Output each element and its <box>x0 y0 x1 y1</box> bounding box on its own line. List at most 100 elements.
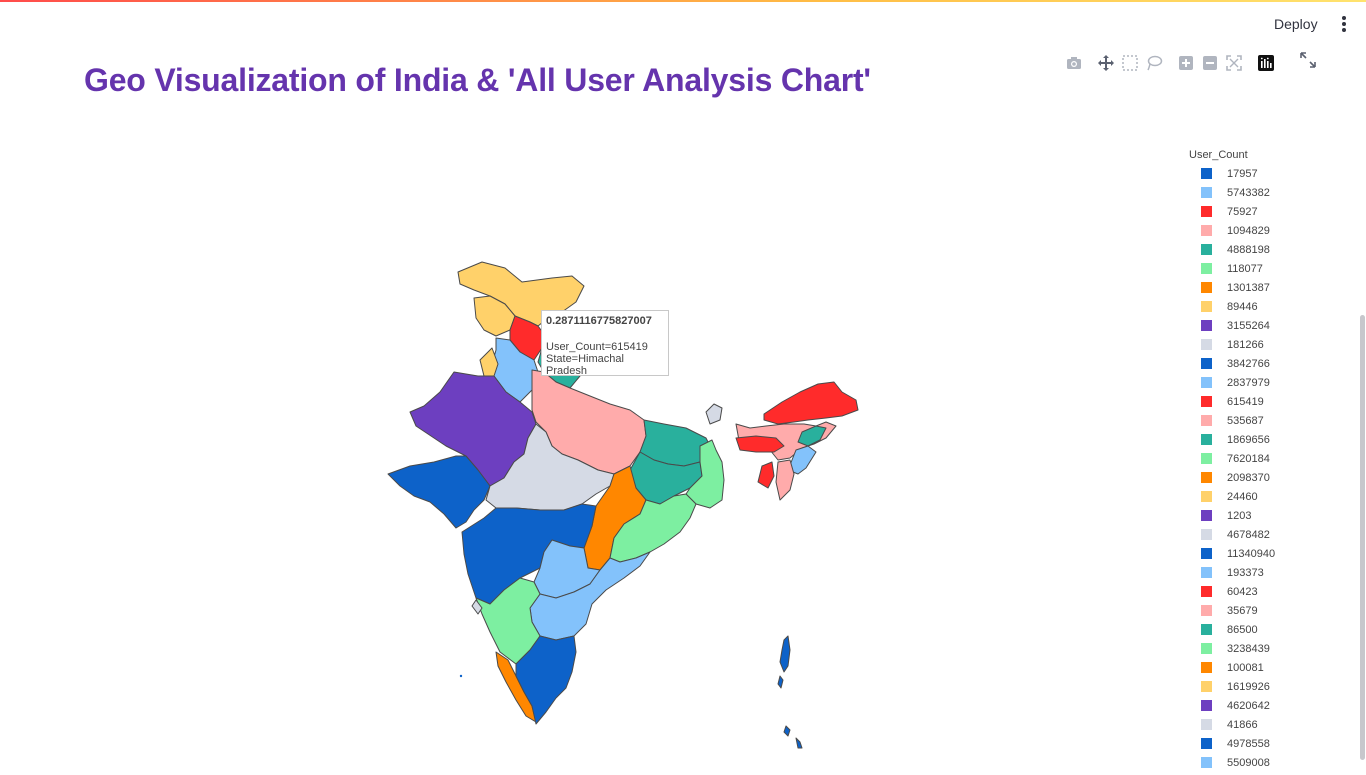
legend-swatch <box>1201 643 1212 654</box>
map-region-tamil-nadu[interactable] <box>515 635 577 725</box>
legend-swatch <box>1201 225 1212 236</box>
map-region-goa[interactable] <box>471 599 483 615</box>
legend-label: 4888198 <box>1227 244 1270 256</box>
kebab-icon[interactable] <box>1336 14 1352 34</box>
legend-swatch <box>1201 453 1212 464</box>
map-region-andhra-pradesh[interactable] <box>529 551 651 641</box>
map-region-meghalaya[interactable] <box>735 435 785 453</box>
legend-item[interactable]: 3155264 <box>1189 319 1339 338</box>
camera-icon[interactable] <box>1064 53 1084 73</box>
legend-label: 89446 <box>1227 301 1258 313</box>
legend-item[interactable]: 4978558 <box>1189 737 1339 756</box>
legend-swatch <box>1201 168 1212 179</box>
map-region-gujarat[interactable] <box>387 455 491 529</box>
box-select-icon[interactable] <box>1120 53 1140 73</box>
lasso-select-icon[interactable] <box>1144 53 1164 73</box>
legend-label: 4678482 <box>1227 529 1270 541</box>
map-region-lakshadweep[interactable] <box>459 674 463 678</box>
map-region-arunachal-pradesh[interactable] <box>763 381 859 425</box>
map-region-himachal-pradesh[interactable] <box>509 315 545 361</box>
legend-label: 1203 <box>1227 510 1252 522</box>
legend-item[interactable]: 11340940 <box>1189 547 1339 566</box>
top-decoration-bar <box>0 0 1366 2</box>
legend-item[interactable]: 615419 <box>1189 395 1339 414</box>
legend-swatch <box>1201 529 1212 540</box>
legend-item[interactable]: 1869656 <box>1189 433 1339 452</box>
legend-item[interactable]: 193373 <box>1189 566 1339 585</box>
legend-label: 1619926 <box>1227 681 1270 693</box>
legend-item[interactable]: 41866 <box>1189 718 1339 737</box>
legend-swatch <box>1201 738 1212 749</box>
reset-icon[interactable] <box>1224 53 1244 73</box>
legend-item[interactable]: 7620184 <box>1189 452 1339 471</box>
legend-item[interactable]: 35679 <box>1189 604 1339 623</box>
legend-item[interactable]: 1619926 <box>1189 680 1339 699</box>
legend-label: 17957 <box>1227 168 1258 180</box>
legend-label: 181266 <box>1227 339 1264 351</box>
legend-item[interactable]: 2098370 <box>1189 471 1339 490</box>
legend-item[interactable]: 1094829 <box>1189 224 1339 243</box>
legend-item[interactable]: 75927 <box>1189 205 1339 224</box>
legend-label: 2837979 <box>1227 377 1270 389</box>
legend-swatch <box>1201 244 1212 255</box>
tooltip-state: State=Himachal Pradesh <box>546 353 624 377</box>
legend-swatch <box>1201 567 1212 578</box>
map-region-sikkim[interactable] <box>705 403 723 425</box>
legend-title: User_Count <box>1189 149 1248 161</box>
legend-item[interactable]: 1301387 <box>1189 281 1339 300</box>
legend-label: 193373 <box>1227 567 1264 579</box>
legend-item[interactable]: 86500 <box>1189 623 1339 642</box>
legend-item[interactable]: 89446 <box>1189 300 1339 319</box>
map-region-mizoram[interactable] <box>775 459 795 501</box>
page-scrollbar[interactable] <box>1360 315 1365 760</box>
pan-icon[interactable] <box>1096 53 1116 73</box>
fullscreen-icon[interactable] <box>1298 50 1318 70</box>
legend-label: 24460 <box>1227 491 1258 503</box>
zoom-out-icon[interactable] <box>1200 53 1220 73</box>
legend-label: 1301387 <box>1227 282 1270 294</box>
legend-item[interactable]: 535687 <box>1189 414 1339 433</box>
legend-swatch <box>1201 187 1212 198</box>
legend-swatch <box>1201 206 1212 217</box>
legend-item[interactable]: 1203 <box>1189 509 1339 528</box>
map-region-andaman-nicobar[interactable] <box>777 635 803 749</box>
legend-item[interactable]: 4620642 <box>1189 699 1339 718</box>
legend-label: 2098370 <box>1227 472 1270 484</box>
legend-item[interactable]: 100081 <box>1189 661 1339 680</box>
map-region-karnataka[interactable] <box>475 577 541 665</box>
india-choropleth-map[interactable] <box>380 250 870 750</box>
map-region-nagaland[interactable] <box>797 425 827 447</box>
map-region-tripura[interactable] <box>757 461 775 489</box>
zoom-in-icon[interactable] <box>1176 53 1196 73</box>
legend-item[interactable]: 5743382 <box>1189 186 1339 205</box>
tooltip-user-count: User_Count=615419 <box>546 341 648 353</box>
tooltip-value: 0.2871116775827007 <box>546 315 652 327</box>
page-title: Geo Visualization of India & 'All User A… <box>84 62 871 98</box>
legend-swatch <box>1201 415 1212 426</box>
legend-label: 4620642 <box>1227 700 1270 712</box>
legend-item[interactable]: 118077 <box>1189 262 1339 281</box>
map-region-west-bengal[interactable] <box>685 439 725 509</box>
legend-item[interactable]: 3842766 <box>1189 357 1339 376</box>
legend-item[interactable]: 2837979 <box>1189 376 1339 395</box>
legend-swatch <box>1201 719 1212 730</box>
legend-item[interactable]: 181266 <box>1189 338 1339 357</box>
legend-swatch <box>1201 339 1212 350</box>
legend-label: 1094829 <box>1227 225 1270 237</box>
legend-item[interactable]: 3238439 <box>1189 642 1339 661</box>
legend-label: 3842766 <box>1227 358 1270 370</box>
legend-item[interactable]: 17957 <box>1189 167 1339 186</box>
legend-item[interactable]: 4888198 <box>1189 243 1339 262</box>
plotly-logo-icon[interactable] <box>1256 53 1276 73</box>
legend-label: 3155264 <box>1227 320 1270 332</box>
legend-item[interactable]: 60423 <box>1189 585 1339 604</box>
legend-item[interactable]: 24460 <box>1189 490 1339 509</box>
legend-label: 1869656 <box>1227 434 1270 446</box>
deploy-button[interactable]: Deploy <box>1274 16 1318 32</box>
legend-item[interactable]: 4678482 <box>1189 528 1339 547</box>
legend-swatch <box>1201 434 1212 445</box>
map-region-odisha[interactable] <box>609 493 697 563</box>
legend-item[interactable]: 5509008 <box>1189 756 1339 775</box>
legend-swatch <box>1201 662 1212 673</box>
legend-swatch <box>1201 605 1212 616</box>
